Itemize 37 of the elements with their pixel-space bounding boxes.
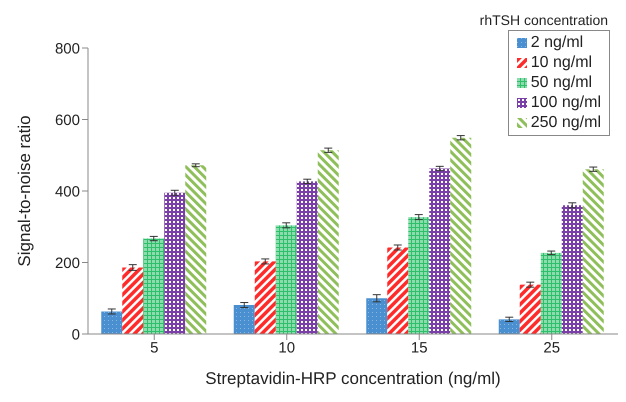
bar	[450, 138, 472, 334]
x-tick-label: 15	[410, 340, 428, 357]
legend-title: rhTSH concentration	[478, 12, 610, 28]
y-tick-label: 200	[54, 254, 80, 272]
legend-label: 100 ng/ml	[530, 93, 601, 113]
bar	[562, 205, 583, 334]
x-tick-label: 10	[278, 340, 296, 357]
bar	[296, 181, 318, 334]
y-tick-label: 400	[54, 183, 80, 200]
bar	[318, 150, 339, 334]
bar	[366, 298, 388, 334]
x-axis-title: Streptavidin-HRP concentration (ng/ml)	[205, 369, 501, 388]
bar	[408, 217, 430, 334]
bar	[143, 238, 164, 334]
x-tick-label: 25	[543, 340, 560, 357]
legend-label: 50 ng/ml	[530, 73, 592, 93]
legend-label: 2 ng/ml	[530, 33, 584, 53]
legend-label: 250 ng/ml	[530, 113, 601, 133]
bar	[520, 284, 541, 334]
bar	[387, 247, 408, 334]
x-tick-label: 5	[150, 340, 158, 357]
bar	[101, 311, 122, 334]
bar	[254, 261, 276, 334]
y-tick-label: 0	[72, 326, 80, 344]
y-tick-label: 600	[54, 112, 80, 129]
bar	[498, 319, 520, 334]
bar	[429, 168, 450, 334]
legend-label: 10 ng/ml	[530, 53, 592, 73]
bar	[122, 268, 144, 334]
y-tick-label: 800	[54, 40, 80, 58]
bar	[234, 305, 255, 334]
bar	[164, 192, 186, 334]
bar	[540, 252, 562, 334]
bar	[276, 225, 297, 334]
y-axis-title: Signal-to-noise ratio	[15, 115, 34, 267]
bar	[185, 165, 206, 334]
bar	[582, 169, 604, 334]
